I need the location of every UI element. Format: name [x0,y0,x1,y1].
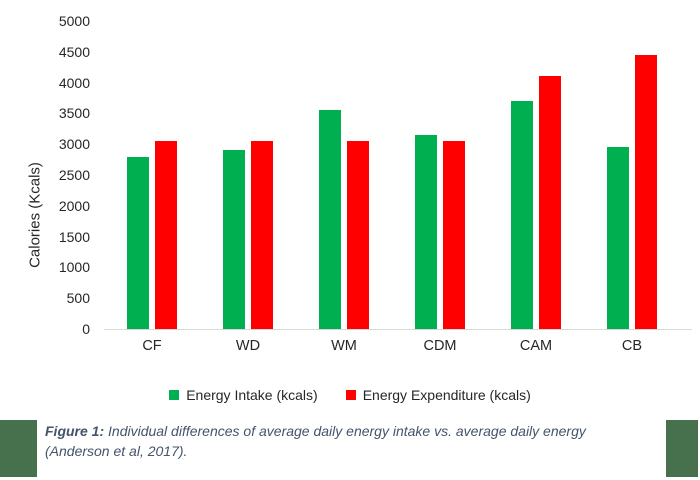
caption-strip: Figure 1: Individual differences of aver… [0,420,700,478]
y-axis-tick-labels: 5000 4500 4000 3500 3000 2500 2000 1500 1000 500 0 [28,13,90,337]
y-tick-label: 3500 [58,105,90,122]
bar-expenditure [539,76,561,329]
plot-area: CF WD WM CDM CAM CB [104,21,680,354]
x-axis-label: WD [235,338,261,354]
y-tick-label: 1500 [58,228,90,245]
y-tick-label: 2500 [58,167,90,183]
y-tick-label: 2000 [58,197,90,214]
x-axis-label: CAM [519,338,553,354]
bar-group: CDM [392,21,488,354]
legend-item-expenditure: Energy Expenditure (kcals) [345,387,531,403]
legend-label-intake: Energy Intake (kcals) [186,387,318,403]
bar-group: WM [296,21,392,354]
bar-intake [607,147,629,329]
y-tick-label: 500 [66,290,90,307]
legend-swatch-intake [169,390,180,400]
bar-expenditure [635,54,657,329]
caption-body-line2: (Anderson et al, 2017). [45,443,188,459]
legend-label-expenditure: Energy Expenditure (kcals) [362,387,531,403]
bar-intake [511,101,533,329]
legend-item-intake: Energy Intake (kcals) [169,387,318,403]
bar-expenditure [251,141,273,329]
x-axis-label: CF [142,338,162,354]
legend-swatch-expenditure [345,390,356,400]
y-tick-label: 0 [82,321,90,337]
x-axis-label: CDM [423,338,457,354]
chart-legend: Energy Intake (kcals) Energy Expenditure … [0,387,700,403]
y-tick-label: 3000 [58,136,90,153]
caption-body-line1: Individual differences of average daily … [108,423,586,439]
bar-group: CAM [488,21,584,354]
x-axis-line [104,329,692,330]
bar-expenditure [443,141,465,329]
caption-prefix: Figure 1: [45,423,105,439]
bar-intake [127,156,149,329]
figure-caption: Figure 1: Individual differences of aver… [45,421,657,461]
bar-intake [223,150,245,329]
y-tick-label: 1000 [58,259,90,276]
bar-group: WD [200,21,296,354]
x-axis-label: WM [331,338,357,354]
y-tick-label: 5000 [58,13,90,29]
y-tick-label: 4000 [58,74,90,91]
bar-expenditure [155,141,177,329]
bar-chart: Calories (Kcals) 5000 4500 4000 3500 3000 250… [0,13,700,403]
bar-intake [319,110,341,329]
y-tick-label: 4500 [58,43,90,60]
caption-accent-left [0,420,37,477]
caption-accent-right [666,420,698,477]
bar-expenditure [347,141,369,329]
bar-intake [415,134,437,329]
bar-group: CB [584,21,680,354]
x-axis-label: CB [621,338,643,354]
bar-group: CF [104,21,200,354]
